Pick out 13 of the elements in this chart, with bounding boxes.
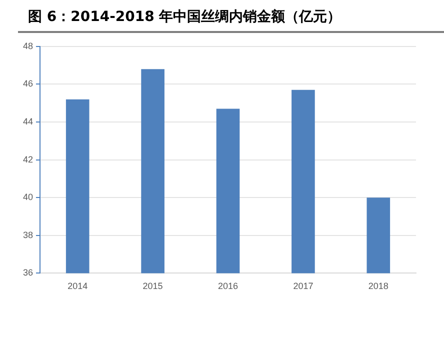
chart-title: 图 6：2014-2018 年中国丝绸内销金额（亿元）: [28, 8, 342, 26]
x-tick-label: 2017: [293, 281, 314, 292]
y-tick-label: 46: [22, 78, 34, 89]
y-tick-label: 38: [22, 230, 34, 240]
x-tick-label: 2015: [142, 281, 163, 292]
y-tick-label: 44: [22, 116, 34, 126]
y-tick-label: 42: [22, 154, 34, 164]
x-tick-label: 2018: [368, 281, 388, 292]
x-tick-label: 2014: [68, 281, 88, 292]
y-tick-label: 48: [22, 40, 34, 51]
y-tick-label: 40: [22, 192, 34, 202]
y-tick-label: 36: [22, 268, 34, 278]
x-tick-label: 2016: [218, 281, 238, 292]
